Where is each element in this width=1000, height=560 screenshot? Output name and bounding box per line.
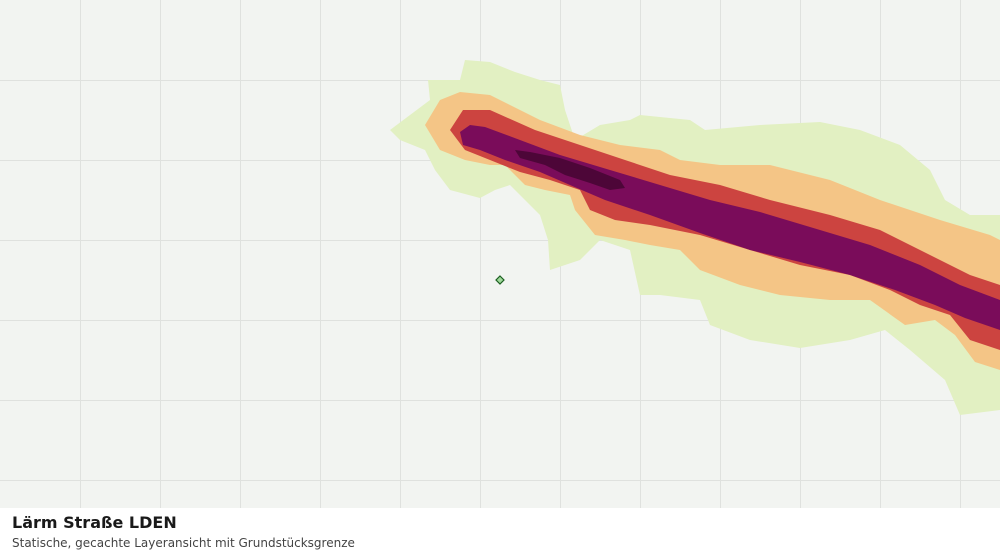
layer-subtitle: Statische, gecachte Layeransicht mit Gru… — [12, 536, 355, 550]
layer-title: Lärm Straße LDEN — [12, 513, 177, 532]
parcel-marker[interactable] — [495, 275, 505, 285]
caption: Lärm Straße LDEN Statische, gecachte Lay… — [12, 512, 355, 552]
noise-band-highest — [515, 150, 625, 190]
map-view — [0, 0, 1000, 508]
